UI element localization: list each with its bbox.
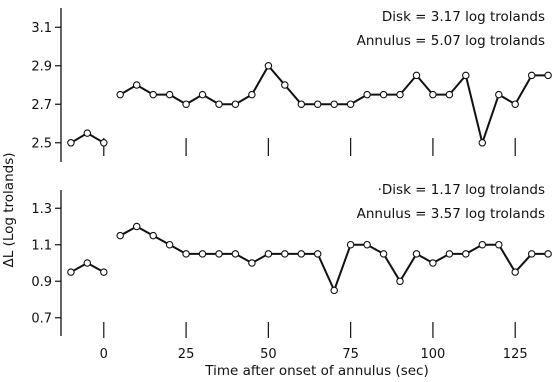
data-point (412, 71, 421, 80)
data-point (346, 240, 355, 249)
data-point (495, 240, 503, 249)
data-point (182, 100, 190, 108)
data-point (264, 62, 273, 70)
upper-panel: Disk = 3.17 log trolands Annulus = 5.07 … (31, 8, 552, 162)
y-tick-label: 2.9 (31, 59, 52, 74)
data-point (297, 100, 306, 108)
data-point (495, 90, 503, 99)
data-point (149, 231, 157, 240)
y-tick-label: 2.5 (31, 136, 52, 151)
data-point (198, 250, 207, 258)
data-point (83, 259, 92, 267)
series-line (119, 225, 549, 292)
data-point (67, 268, 75, 276)
data-point (429, 90, 437, 99)
data-point (100, 268, 108, 276)
data-point (248, 259, 256, 267)
data-point (231, 100, 240, 108)
x-tick-label: 125 (503, 347, 528, 362)
lower-annotation-line2: Annulus = 3.57 log trolands (357, 206, 545, 222)
y-tick-label: 1.3 (31, 202, 52, 217)
data-point (511, 100, 519, 108)
data-point (544, 71, 552, 80)
data-point (313, 100, 322, 108)
data-point (396, 277, 404, 286)
data-point (182, 250, 190, 258)
data-point (445, 90, 454, 99)
data-point (165, 240, 174, 249)
data-point (281, 81, 289, 89)
data-point (83, 129, 92, 137)
x-axis-label: Time after onset of annulus (sec) (204, 363, 428, 379)
data-point (100, 139, 108, 147)
data-point (149, 90, 157, 99)
data-point (248, 90, 256, 99)
data-point (478, 240, 487, 249)
x-tick-label: 100 (421, 347, 446, 362)
x-tick-label: 75 (342, 347, 359, 362)
upper-annotation-line2: Annulus = 5.07 log trolands (357, 33, 545, 49)
y-axis-label: ΔL (Log trolands) (1, 153, 17, 268)
data-point (116, 90, 124, 99)
lower-annotation-line1: ·Disk = 1.17 log trolands (378, 182, 545, 198)
data-point (412, 250, 421, 258)
data-point (313, 250, 322, 258)
data-point (478, 139, 487, 147)
data-point (264, 250, 273, 258)
y-tick-label: 0.9 (31, 275, 52, 290)
x-tick-label: 50 (260, 347, 277, 362)
data-point (231, 250, 240, 258)
y-tick-label: 1.1 (31, 238, 52, 253)
data-point (215, 100, 223, 108)
data-point (396, 90, 404, 99)
y-tick-label: 2.7 (31, 98, 52, 113)
data-point (346, 100, 355, 108)
data-point (297, 250, 306, 258)
data-point (527, 71, 536, 80)
data-point (544, 250, 552, 258)
data-point (363, 90, 371, 99)
data-point (165, 90, 174, 99)
y-tick-label: 0.7 (31, 311, 52, 326)
data-point (527, 250, 536, 258)
data-point (330, 100, 338, 108)
data-point (379, 90, 388, 99)
data-point (116, 231, 124, 240)
data-point (379, 250, 388, 258)
data-point (445, 250, 454, 258)
lower-panel: ·Disk = 1.17 log trolands Annulus = 3.57… (31, 182, 552, 362)
upper-annotation-line1: Disk = 3.17 log trolands (382, 9, 545, 25)
data-point (429, 259, 437, 267)
data-point (462, 71, 470, 80)
data-point (198, 90, 207, 99)
data-point (511, 268, 519, 276)
data-point (330, 286, 338, 295)
data-point (132, 222, 141, 231)
data-point (281, 250, 289, 258)
x-tick-label: 25 (178, 347, 195, 362)
x-tick-label: 0 (100, 347, 108, 362)
data-point (462, 250, 470, 258)
data-point (363, 240, 371, 249)
y-tick-label: 3.1 (31, 21, 52, 36)
data-point (132, 81, 141, 89)
data-point (67, 139, 75, 147)
data-point (215, 250, 223, 258)
